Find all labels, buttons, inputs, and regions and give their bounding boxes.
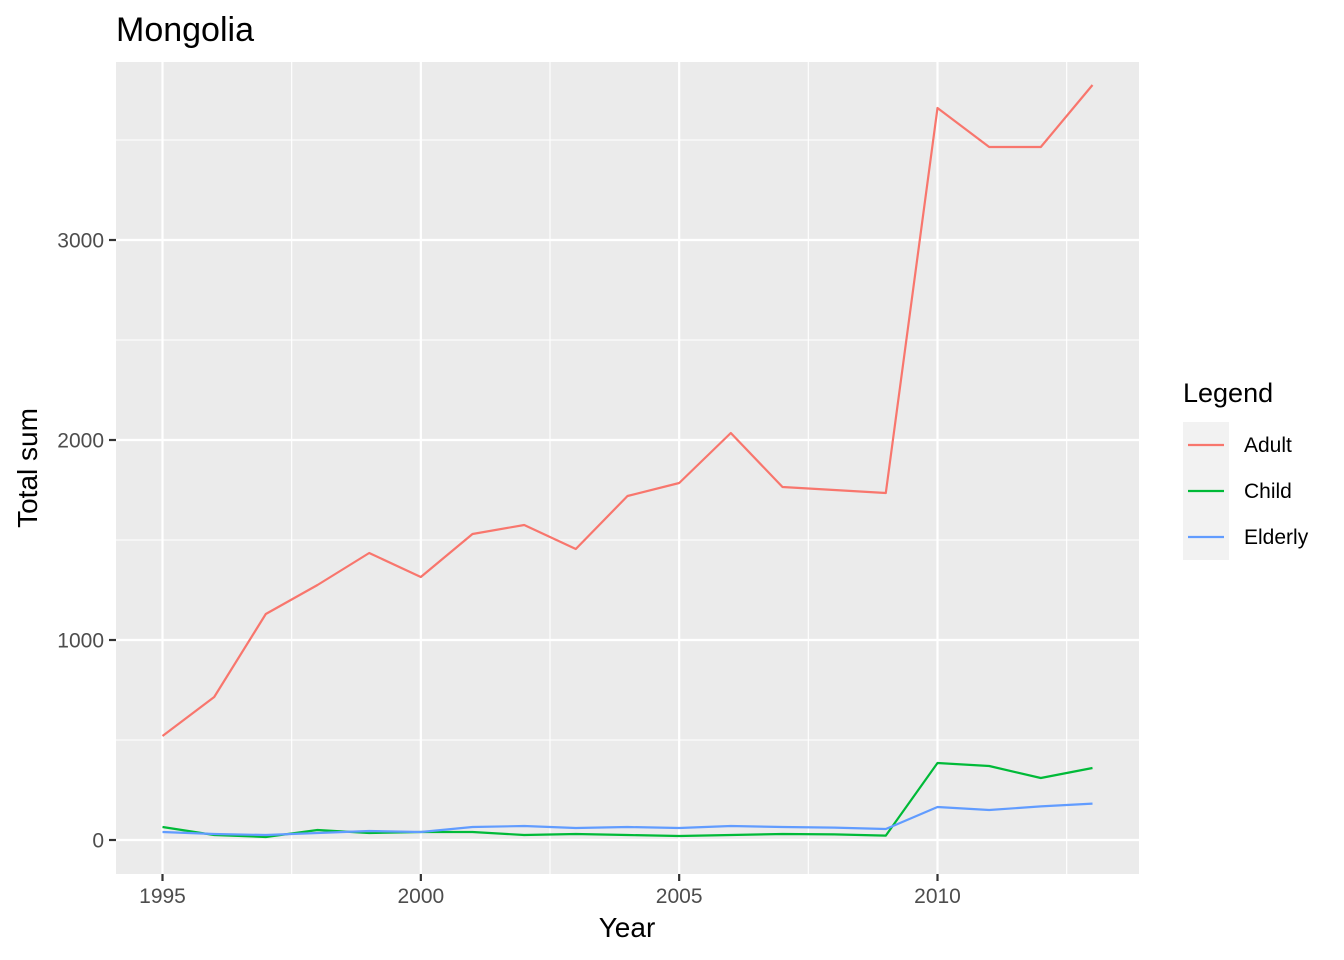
x-tick-label: 2005 — [656, 885, 703, 908]
x-tick-label: 2010 — [914, 885, 961, 908]
x-tick-label: 1995 — [139, 885, 186, 908]
major-gridlines — [116, 62, 1139, 874]
legend-label-elderly: Elderly — [1244, 526, 1309, 549]
plot-panel — [116, 62, 1139, 874]
chart-title: Mongolia — [116, 11, 254, 49]
legend-label-adult: Adult — [1244, 434, 1292, 457]
series-line-adult — [161, 84, 1094, 737]
series-lines — [161, 84, 1094, 839]
y-axis-title: Total sum — [12, 408, 43, 528]
y-tick-label: 2000 — [57, 430, 104, 453]
x-axis-title: Year — [599, 912, 656, 943]
series-line-elderly — [162, 802, 1093, 837]
x-axis: 1995 2000 2005 2010 — [139, 874, 961, 908]
legend-label-child: Child — [1244, 480, 1292, 503]
x-tick-label: 2000 — [397, 885, 444, 908]
y-tick-label: 3000 — [57, 230, 104, 253]
legend: Legend Adult Child Elderly — [1183, 378, 1309, 560]
y-axis: 0 1000 2000 3000 — [57, 230, 116, 853]
legend-title: Legend — [1183, 378, 1273, 408]
minor-gridlines — [116, 62, 1139, 874]
legend-keys: Adult Child Elderly — [1183, 422, 1309, 560]
y-tick-label: 0 — [92, 830, 104, 853]
series-line-child — [162, 761, 1093, 839]
y-tick-label: 1000 — [57, 630, 104, 653]
